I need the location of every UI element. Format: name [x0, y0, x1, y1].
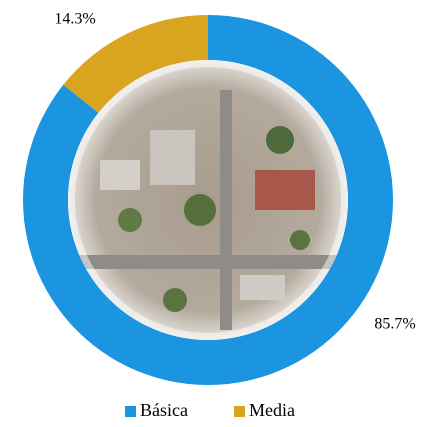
legend-swatch — [125, 406, 136, 417]
data-label: 85.7% — [374, 316, 415, 333]
donut-slice — [63, 15, 208, 113]
data-label: 14.3% — [54, 11, 95, 28]
legend-label: Básica — [140, 400, 188, 420]
legend-label: Media — [249, 400, 295, 420]
legend-swatch — [234, 406, 245, 417]
aerial-photo — [68, 60, 348, 340]
